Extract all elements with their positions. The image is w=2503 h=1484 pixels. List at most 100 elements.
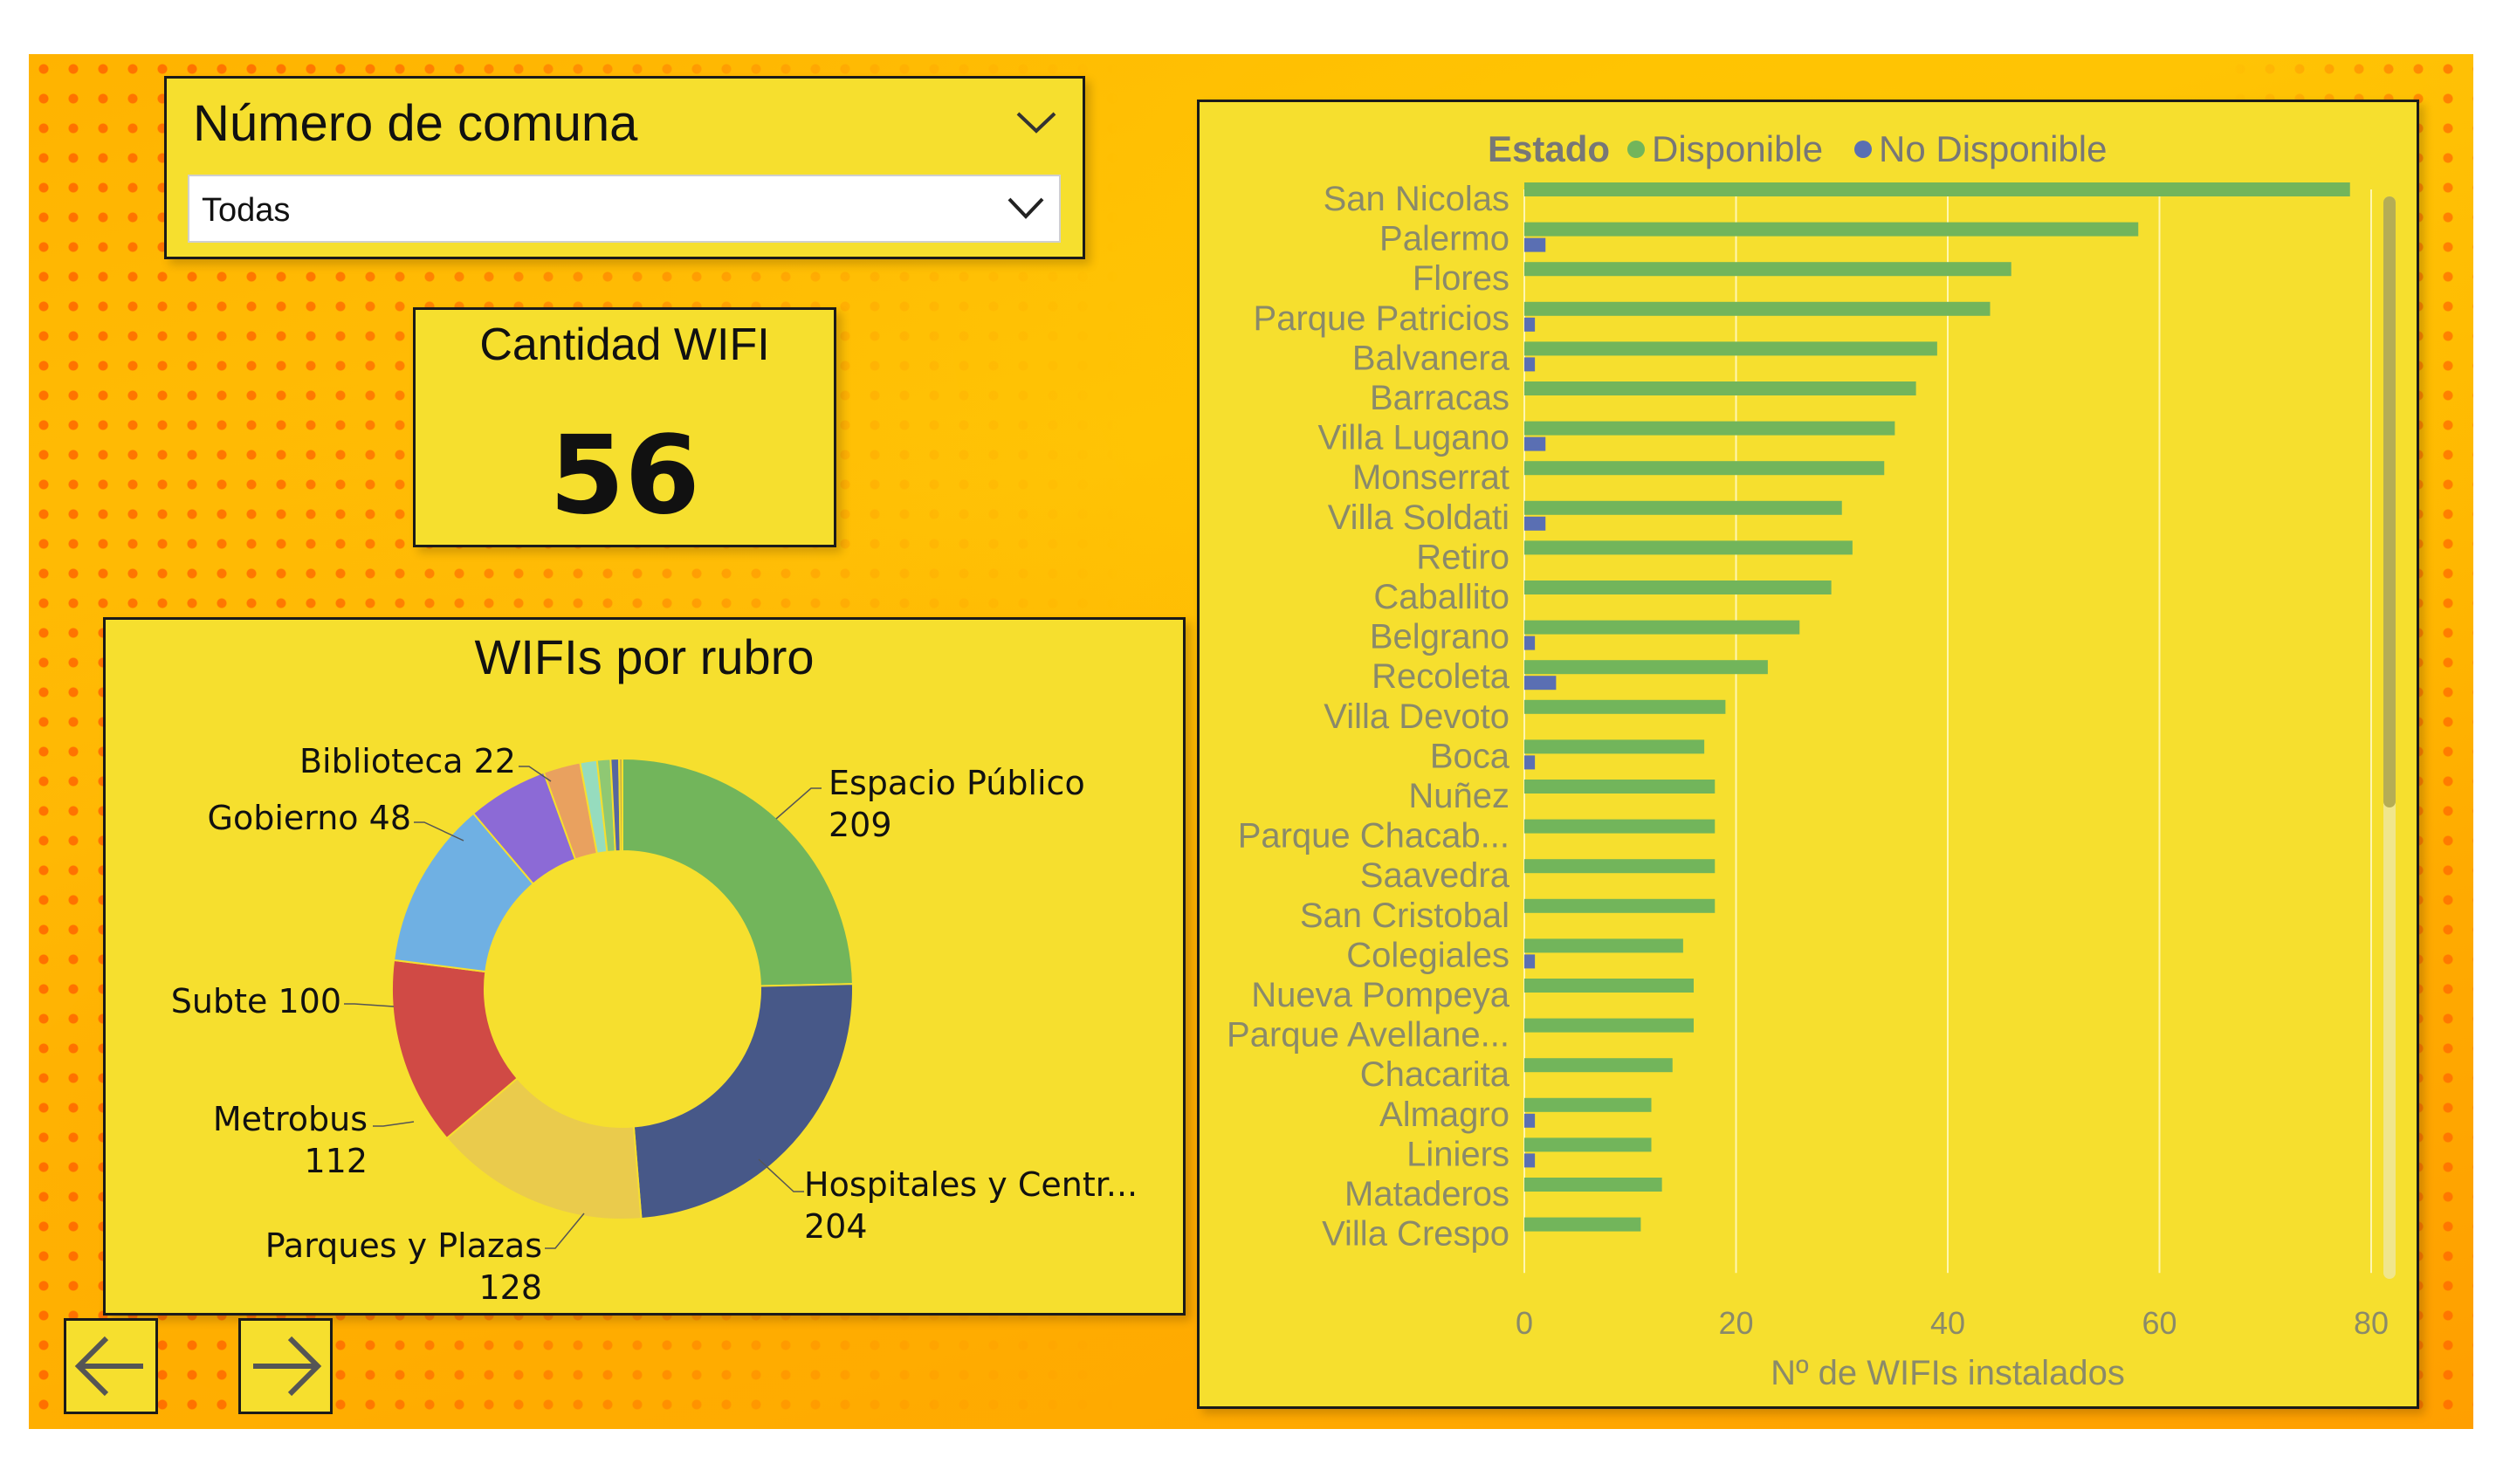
donut-label: Gobierno 48 xyxy=(208,799,411,837)
bar-disponible[interactable] xyxy=(1524,222,2139,237)
bar-disponible[interactable] xyxy=(1524,1178,1662,1192)
bar-disponible[interactable] xyxy=(1524,660,1768,675)
y-tick-label: San Nicolas xyxy=(1324,180,1509,218)
y-tick-label: Villa Lugano xyxy=(1318,419,1509,457)
donut-label: Espacio Público xyxy=(829,764,1085,802)
y-tick-label: Recoleta xyxy=(1372,657,1510,696)
x-axis-label: Nº de WIFIs instalados xyxy=(1771,1354,2125,1392)
donut-label: 209 xyxy=(829,806,892,844)
y-tick-label: Liniers xyxy=(1406,1135,1509,1173)
bar-no-disponible[interactable] xyxy=(1524,317,1536,332)
bar-no-disponible[interactable] xyxy=(1524,755,1536,770)
bar-disponible[interactable] xyxy=(1524,461,1885,476)
chevron-down-icon[interactable] xyxy=(1014,105,1058,140)
card-label: Cantidad WIFI xyxy=(479,319,770,370)
donut-label: Parques y Plazas xyxy=(265,1226,542,1265)
y-tick-label: Parque Patricios xyxy=(1254,299,1509,338)
donut-leader-line xyxy=(775,787,822,820)
y-tick-label: Parque Avellane... xyxy=(1227,1016,1509,1055)
y-tick-label: Nuñez xyxy=(1408,777,1509,815)
y-tick-label: Caballito xyxy=(1373,578,1509,616)
donut-leader-line xyxy=(519,766,552,782)
donut-slice-hospitales-y-centr[interactable] xyxy=(632,983,854,1220)
donut-label: Subte 100 xyxy=(171,982,341,1020)
y-tick-label: Almagro xyxy=(1379,1096,1509,1134)
bar-disponible[interactable] xyxy=(1524,341,1937,356)
donut-label: Metrobus xyxy=(213,1100,368,1138)
bar-no-disponible[interactable] xyxy=(1524,636,1536,650)
bar-disponible[interactable] xyxy=(1524,1058,1673,1073)
y-tick-label: San Cristobal xyxy=(1300,897,1509,935)
bar-disponible[interactable] xyxy=(1524,979,1694,993)
bar-disponible[interactable] xyxy=(1524,500,1842,515)
bar-no-disponible[interactable] xyxy=(1524,436,1546,451)
y-tick-label: Chacarita xyxy=(1360,1055,1510,1094)
bar-disponible[interactable] xyxy=(1524,739,1705,754)
scrollbar-thumb[interactable] xyxy=(2383,196,2396,807)
donut-label: 112 xyxy=(304,1142,368,1180)
y-tick-label: Saavedra xyxy=(1360,856,1510,895)
y-tick-label: Belgrano xyxy=(1370,618,1509,656)
slicer-title: Número de comuna xyxy=(193,95,638,152)
x-tick-label: 80 xyxy=(2354,1305,2389,1341)
bar-chart: Estado Disponible No Disponible 0 20 40 60 80 Nº… xyxy=(1227,128,2396,1392)
donut-chart: Espacio Público 209 Hospitales y Centr...2… xyxy=(171,742,1138,1307)
bar-disponible[interactable] xyxy=(1524,540,1853,555)
bar-disponible[interactable] xyxy=(1524,780,1716,794)
wifi-count-card: Cantidad WIFI 56 xyxy=(413,307,836,547)
donut-chart-panel: WIFIs por rubro Espacio Público 209 Hospit… xyxy=(103,617,1186,1316)
forward-button[interactable] xyxy=(238,1318,333,1414)
donut-label: 128 xyxy=(478,1268,542,1307)
y-tick-label: Villa Soldati xyxy=(1328,498,1509,537)
bar-no-disponible[interactable] xyxy=(1524,516,1546,531)
donut-leader-line xyxy=(758,1158,804,1192)
bar-disponible[interactable] xyxy=(1524,1097,1652,1112)
dropdown-selected-value: Todas xyxy=(202,192,291,229)
arrow-right-icon xyxy=(253,1336,322,1397)
bar-no-disponible[interactable] xyxy=(1524,1153,1536,1168)
legend-item: No Disponible xyxy=(1879,128,2107,169)
donut-slice-espacio-p-blico[interactable] xyxy=(622,757,854,987)
bar-disponible[interactable] xyxy=(1524,938,1683,953)
bar-disponible[interactable] xyxy=(1524,1018,1694,1033)
bar-disponible[interactable] xyxy=(1524,819,1716,834)
donut-leader-line xyxy=(545,1213,585,1249)
y-tick-label: Monserrat xyxy=(1352,458,1509,497)
bar-disponible[interactable] xyxy=(1524,1137,1652,1152)
donut-label: Biblioteca 22 xyxy=(299,742,516,780)
legend-title: Estado xyxy=(1488,128,1610,169)
x-tick-label: 0 xyxy=(1516,1305,1533,1341)
bar-disponible[interactable] xyxy=(1524,262,2011,277)
comuna-slicer: Número de comuna Todas xyxy=(164,76,1085,259)
bar-disponible[interactable] xyxy=(1524,381,1916,395)
donut-slice-other-10[interactable] xyxy=(618,757,623,853)
donut-title: WIFIs por rubro xyxy=(474,629,815,684)
bar-no-disponible[interactable] xyxy=(1524,237,1546,252)
legend-swatch xyxy=(1627,141,1645,158)
y-tick-label: Retiro xyxy=(1416,538,1509,576)
bar-disponible[interactable] xyxy=(1524,581,1832,594)
bar-disponible[interactable] xyxy=(1524,301,1991,316)
donut-leader-line xyxy=(344,1003,395,1007)
y-tick-label: Villa Devoto xyxy=(1324,697,1509,736)
card-value: 56 xyxy=(549,413,700,539)
chevron-down-icon xyxy=(1007,197,1044,219)
bar-disponible[interactable] xyxy=(1524,182,2350,196)
bar-disponible[interactable] xyxy=(1524,421,1895,436)
bar-disponible[interactable] xyxy=(1524,859,1716,874)
legend-item: Disponible xyxy=(1652,128,1823,169)
bar-disponible[interactable] xyxy=(1524,1217,1641,1232)
arrow-left-icon xyxy=(74,1336,143,1397)
bar-no-disponible[interactable] xyxy=(1524,954,1536,969)
back-button[interactable] xyxy=(64,1318,158,1414)
bar-no-disponible[interactable] xyxy=(1524,676,1557,690)
bar-disponible[interactable] xyxy=(1524,620,1800,635)
y-tick-label: Barracas xyxy=(1370,379,1509,417)
bar-no-disponible[interactable] xyxy=(1524,1113,1536,1128)
y-tick-label: Villa Crespo xyxy=(1322,1215,1509,1254)
donut-leader-line xyxy=(373,1121,415,1127)
comuna-dropdown[interactable]: Todas xyxy=(188,175,1061,243)
bar-disponible[interactable] xyxy=(1524,898,1716,913)
bar-no-disponible[interactable] xyxy=(1524,357,1536,372)
bar-disponible[interactable] xyxy=(1524,699,1726,714)
